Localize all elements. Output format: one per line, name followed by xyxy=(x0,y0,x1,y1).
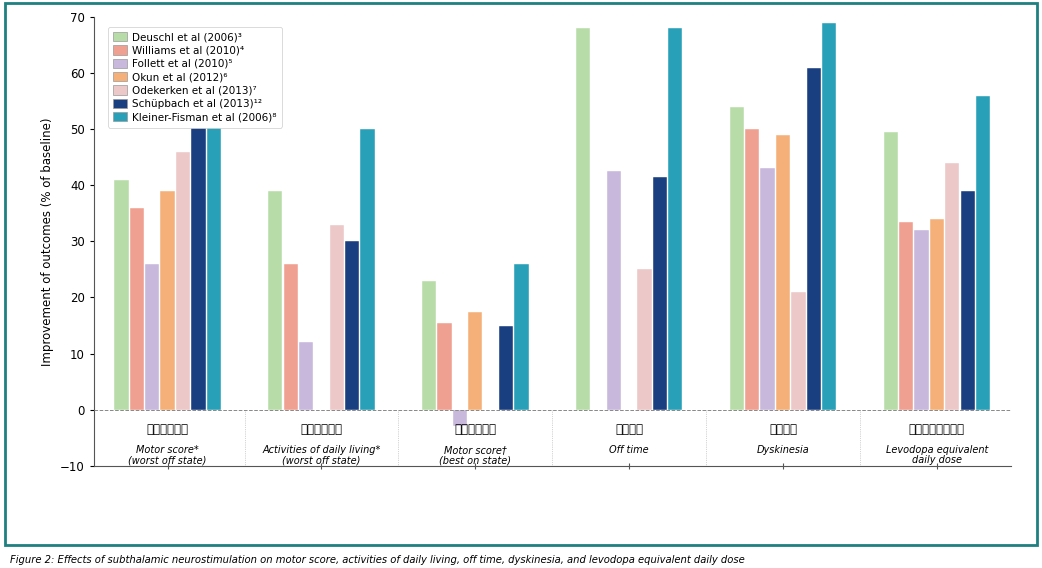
Bar xyxy=(345,241,359,410)
Text: 开期运动评分: 开期运动评分 xyxy=(454,423,496,436)
Text: (best on state): (best on state) xyxy=(440,455,512,465)
Bar xyxy=(283,264,298,410)
Text: Off time: Off time xyxy=(610,445,649,455)
Bar xyxy=(761,169,775,410)
Bar xyxy=(299,343,314,410)
Bar xyxy=(668,28,683,410)
Bar xyxy=(192,112,205,410)
Text: 异动情况: 异动情况 xyxy=(769,423,797,436)
Bar xyxy=(499,325,514,410)
Bar xyxy=(961,191,975,410)
Bar xyxy=(115,179,128,410)
Bar xyxy=(453,410,467,427)
Bar xyxy=(807,68,821,410)
Text: 关期时间: 关期时间 xyxy=(615,423,643,436)
Bar xyxy=(899,222,913,410)
Bar xyxy=(329,224,344,410)
Bar xyxy=(361,129,375,410)
Bar xyxy=(468,311,482,410)
Bar xyxy=(945,163,960,410)
Bar xyxy=(729,107,744,410)
Bar xyxy=(160,191,175,410)
Bar xyxy=(268,191,282,410)
Text: Motor score*: Motor score* xyxy=(137,445,199,455)
Bar xyxy=(745,129,760,410)
Bar xyxy=(176,152,191,410)
Bar xyxy=(606,172,621,410)
Bar xyxy=(206,118,221,410)
Bar xyxy=(822,23,837,410)
Bar xyxy=(776,135,790,410)
Legend: Deuschl et al (2006)³, Williams et al (2010)⁴, Follett et al (2010)⁵, Okun et al: Deuschl et al (2006)³, Williams et al (2… xyxy=(108,27,281,127)
Text: Dyskinesia: Dyskinesia xyxy=(756,445,810,455)
Bar xyxy=(129,208,144,410)
Text: Activities of daily living*: Activities of daily living* xyxy=(263,445,380,455)
Bar xyxy=(976,95,990,410)
Bar xyxy=(884,132,898,410)
Bar xyxy=(929,219,944,410)
Text: Motor score†: Motor score† xyxy=(444,445,506,455)
Text: daily dose: daily dose xyxy=(912,455,962,465)
Bar xyxy=(652,177,667,410)
Text: Figure 2: Effects of subthalamic neurostimulation on motor score, activities of : Figure 2: Effects of subthalamic neurost… xyxy=(10,555,745,565)
Bar xyxy=(422,281,437,410)
Text: 关期生活质量: 关期生活质量 xyxy=(300,423,343,436)
Y-axis label: Improvement of outcomes (% of baseline): Improvement of outcomes (% of baseline) xyxy=(42,117,54,366)
Text: 关期运动评分: 关期运动评分 xyxy=(147,423,189,436)
Bar xyxy=(145,264,159,410)
Text: (worst off state): (worst off state) xyxy=(282,455,361,465)
Bar xyxy=(576,28,590,410)
Text: 左旋多巴等效剂量: 左旋多巴等效剂量 xyxy=(909,423,965,436)
Bar xyxy=(638,269,651,410)
Bar xyxy=(791,292,805,410)
Bar xyxy=(438,323,452,410)
Text: Levodopa equivalent: Levodopa equivalent xyxy=(886,445,988,455)
Bar xyxy=(914,230,928,410)
Text: (worst off state): (worst off state) xyxy=(128,455,206,465)
Bar xyxy=(515,264,528,410)
